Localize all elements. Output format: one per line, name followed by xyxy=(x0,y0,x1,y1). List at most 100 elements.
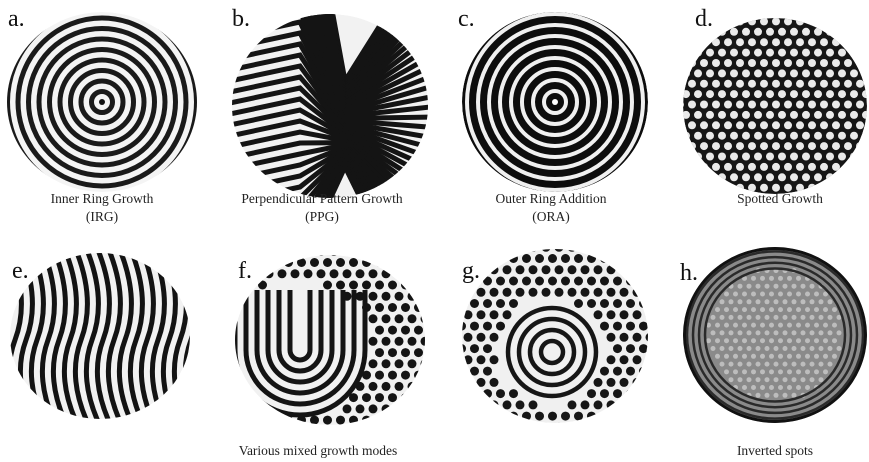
spot xyxy=(646,333,655,342)
spot xyxy=(760,38,768,46)
spot xyxy=(765,330,770,335)
spot xyxy=(457,232,466,241)
spot xyxy=(790,69,798,77)
spot xyxy=(646,243,655,252)
spot xyxy=(808,80,816,88)
spot xyxy=(646,288,655,297)
spot xyxy=(756,315,761,320)
spot xyxy=(375,303,384,312)
spot xyxy=(756,284,761,289)
spot xyxy=(607,265,616,274)
spot xyxy=(838,90,846,98)
spot xyxy=(509,412,518,421)
spot xyxy=(271,416,280,425)
spot xyxy=(509,254,518,263)
spot xyxy=(682,194,690,202)
spot xyxy=(490,333,499,342)
spot xyxy=(232,416,241,425)
spot xyxy=(310,258,319,267)
spot xyxy=(808,121,816,129)
panel-letter: a. xyxy=(8,6,25,32)
spot xyxy=(483,367,492,376)
spot xyxy=(607,333,616,342)
spot xyxy=(682,90,690,98)
spot xyxy=(414,348,423,357)
spot xyxy=(395,359,404,368)
spot xyxy=(349,281,358,290)
spot xyxy=(792,393,797,398)
spot xyxy=(369,314,378,323)
spot xyxy=(646,378,655,387)
spot xyxy=(490,288,499,297)
spot xyxy=(724,80,732,88)
spot xyxy=(581,423,590,432)
spot xyxy=(787,385,792,390)
spot xyxy=(796,38,804,46)
spot xyxy=(258,281,267,290)
spot xyxy=(814,28,822,36)
spot xyxy=(568,423,577,432)
spot xyxy=(832,354,837,359)
spot xyxy=(778,385,783,390)
spot xyxy=(568,288,577,297)
spot xyxy=(388,303,397,312)
spot xyxy=(790,90,798,98)
spot xyxy=(421,247,430,256)
spot xyxy=(688,184,696,192)
spot xyxy=(503,310,512,319)
spot xyxy=(718,153,726,161)
spot xyxy=(796,59,804,67)
spot xyxy=(838,49,846,57)
spot xyxy=(542,423,551,432)
spot xyxy=(278,427,287,436)
spot xyxy=(375,236,384,245)
spot xyxy=(336,281,345,290)
spot xyxy=(362,416,371,425)
spot xyxy=(778,173,786,181)
spot xyxy=(232,236,241,245)
spot xyxy=(626,322,635,331)
spot xyxy=(382,337,391,346)
spot xyxy=(810,362,815,367)
spot xyxy=(258,236,267,245)
spot xyxy=(310,236,319,245)
spot xyxy=(772,38,780,46)
spot xyxy=(408,314,417,323)
spot xyxy=(712,80,720,88)
spot xyxy=(729,362,734,367)
spot xyxy=(414,281,423,290)
spot xyxy=(451,265,460,274)
spot xyxy=(594,310,603,319)
spot xyxy=(581,288,590,297)
spot xyxy=(607,378,616,387)
spot xyxy=(838,28,846,36)
spot xyxy=(516,288,525,297)
spot xyxy=(862,132,869,140)
spot xyxy=(747,346,752,351)
spot xyxy=(712,163,720,171)
spot xyxy=(587,254,596,263)
spot xyxy=(323,236,332,245)
spot xyxy=(814,90,822,98)
spot xyxy=(790,28,798,36)
spot xyxy=(814,292,819,297)
spot xyxy=(844,101,852,109)
spot xyxy=(751,276,756,281)
spot xyxy=(819,362,824,367)
spot xyxy=(832,101,840,109)
spot xyxy=(733,323,738,328)
spot xyxy=(522,277,531,286)
spot xyxy=(594,288,603,297)
spot xyxy=(639,232,648,241)
spot xyxy=(754,69,762,77)
spot xyxy=(496,254,505,263)
spot xyxy=(838,111,846,119)
spot xyxy=(766,173,774,181)
spot xyxy=(862,194,869,202)
spot xyxy=(765,393,770,398)
spot xyxy=(738,315,743,320)
spot xyxy=(742,369,747,374)
spot xyxy=(706,69,714,77)
spot xyxy=(754,7,762,15)
spot xyxy=(421,404,430,413)
